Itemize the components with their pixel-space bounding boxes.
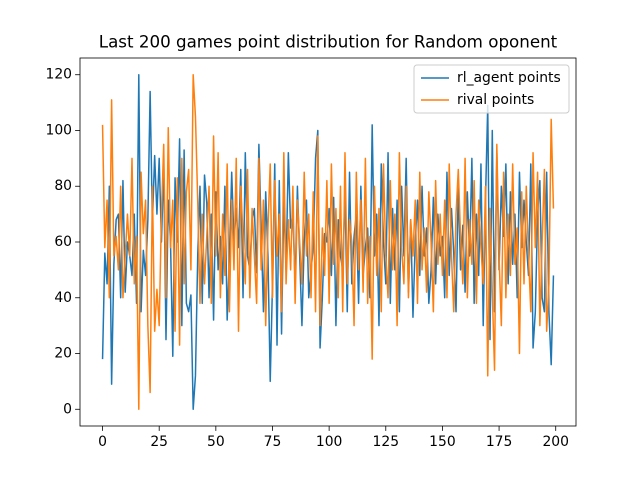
x-tick-label: 50: [207, 434, 225, 450]
legend-label: rival points: [457, 92, 534, 108]
legend-label: rl_agent points: [457, 70, 561, 86]
series-line: [101, 73, 555, 411]
x-tick-label: 175: [486, 434, 513, 450]
y-tick-label: 20: [54, 346, 72, 362]
x-tick-label: 150: [429, 434, 456, 450]
y-tick-label: 0: [63, 401, 72, 417]
x-tick-label: 75: [264, 434, 282, 450]
y-tick-label: 80: [54, 178, 72, 194]
x-tick-label: 0: [98, 434, 107, 450]
x-tick-label: 200: [542, 434, 569, 450]
y-tick-label: 40: [54, 290, 72, 306]
y-tick-label: 120: [45, 67, 72, 83]
x-tick-label: 125: [373, 434, 400, 450]
x-tick-label: 25: [150, 434, 168, 450]
legend: rl_agent points rival points: [413, 64, 570, 114]
y-tick-label: 60: [54, 234, 72, 250]
legend-box: [413, 64, 570, 114]
chart-title: Last 200 games point distribution for Ra…: [99, 32, 558, 52]
x-tick-label: 100: [316, 434, 343, 450]
plot-frame: [79, 57, 577, 427]
y-tick-label: 100: [45, 122, 72, 138]
